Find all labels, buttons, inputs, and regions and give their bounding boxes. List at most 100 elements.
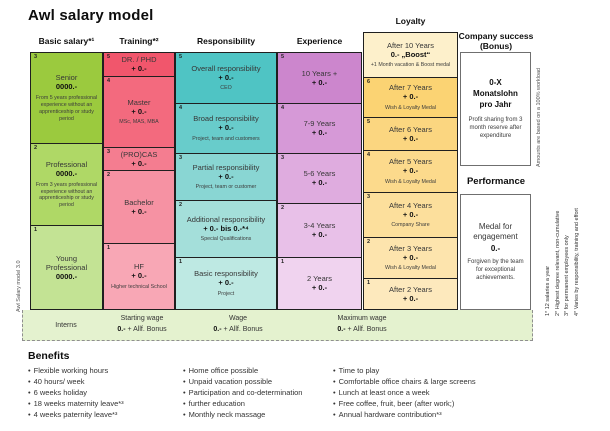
bullet-icon: • [183,376,186,386]
cell-level-number: 5 [367,119,371,125]
cell-title: After 6 Years [389,124,432,134]
salary-cell-responsibility-5: 5 Overall responsibility + 0.- CEO [176,53,276,104]
performance-title: Medal for engagement [473,221,518,242]
cell-title: Additional responsibility [186,214,266,224]
column-header-experience: Experience [296,36,343,46]
bullet-icon: • [183,398,186,408]
cell-level-number: 1 [179,259,183,265]
benefit-item-label: Time to play [338,366,380,375]
benefit-item-label: Home office possible [188,366,259,375]
benefit-item-label: 6 weeks holiday [33,387,88,397]
cell-amount: + 0.- [218,278,234,288]
wage-band-value: 0.- + Allf. Bonus [213,324,262,335]
cell-subtitle: Higher technical School [111,283,167,290]
cell-title: Master [127,97,151,107]
cell-title: Senior [55,73,78,83]
benefit-item-label: 18 weeks maternity leave*³ [33,398,124,408]
cell-level-number: 4 [367,152,371,158]
salary-cell-experience-5: 5 10 Years + + 0.- [278,53,361,104]
benefit-item: • Time to play [333,366,476,377]
bullet-icon: • [28,387,31,397]
salary-cell-loyalty-3: 3 After 4 Years + 0.- Company Share [364,193,457,238]
cell-subtitle: From 5 years professional experience wit… [35,95,98,122]
wage-band-value: 0.- + Allf. Bonus [337,324,386,335]
salary-cell-experience-4: 4 7-9 Years + 0.- [278,104,361,154]
company-success-box: 0-X Monatslohn pro Jahr Profit sharing f… [460,52,531,166]
cell-amount: + 0.- [311,230,328,240]
cell-level-number: 3 [179,155,183,161]
salary-cell-responsibility-4: 4 Broad responsibility + 0.- Project, team … [176,104,276,154]
cell-amount: + 0.- [218,171,234,181]
benefit-item: • 18 weeks maternity leave*³ [28,399,124,410]
benefit-item-label: Free coffee, fruit, beer (after work;) [338,398,455,408]
cell-level-number: 3 [34,54,38,60]
benefit-item-label: Unpaid vacation possible [188,376,273,386]
salary-cell-responsibility-1: 1 Basic responsibility + 0.- Project [176,258,276,309]
column-experience: 5 10 Years + + 0.- 4 7-9 Years + 0.- 3 5-6 Year… [277,52,362,310]
footnote-3: 3* for permanent employees only [564,235,570,316]
cell-amount: + 0.- [218,123,234,133]
cell-title: Partial responsibility [192,162,260,172]
column-training: 5 DR. / PHD + 0.- 4 Master + 0.- MSc, MAS, MBA… [103,52,175,310]
salary-cell-training-1: 1 HF + 0.- Higher technical School [104,244,174,309]
cell-subtitle: Wish & Loyalty Medal [385,104,436,111]
bullet-icon: • [28,376,31,386]
wage-band-suffix: + Allf. Bonus [221,326,263,334]
wage-band-amount: 0.- [213,326,222,334]
column-header-basic-salary: Basic salary*¹ [38,36,95,46]
cell-level-number: 2 [367,239,371,245]
cell-title: After 4 Years [389,200,432,210]
cell-title: Young Professional [45,253,88,272]
column-header-loyalty: Loyalty [395,16,426,26]
wage-band-item-maximum-wage: Maximum wage 0.- + Allf. Bonus [337,313,386,335]
cell-title: 7-9 Years [303,119,336,129]
cell-level-number: 2 [281,205,285,211]
cell-subtitle: Project [217,290,235,297]
cell-title: After 5 Years [389,157,432,167]
benefit-item: • Monthly neck massage [183,410,302,421]
wage-band-label: Wage [228,315,248,322]
performance-box: Medal for engagement 0.- Forgiven by the… [460,194,531,310]
bullet-icon: • [28,409,31,419]
salary-cell-loyalty-4: 4 After 5 Years + 0.- Wish & Loyalty Medal [364,151,457,193]
footnote-1: 1* 12 salaries a year [545,265,551,316]
wage-band [22,310,533,341]
cell-amount: + 0.- [131,206,147,216]
benefit-item-label: Monthly neck massage [188,409,266,419]
cell-title: 10 Years + [301,68,338,78]
column-responsibility: 5 Overall responsibility + 0.- CEO 4 Broad re… [175,52,277,310]
performance-header: Performance [466,176,526,187]
benefit-item: • further education [183,399,302,410]
cell-amount: + 0.- [402,166,419,176]
wage-band-label: Starting wage [120,315,164,322]
bullet-icon: • [28,398,31,408]
benefits-header: Benefits [28,350,70,362]
benefit-item: • Flexible working hours [28,366,124,377]
benefits-list-1: • Flexible working hours • 40 hours/ week • 6… [28,366,124,420]
cell-amount: + 0.- [131,64,147,74]
footnote-4: 4* Varies by responsibility, training an… [574,208,580,316]
cell-amount: + 0.- [311,77,328,87]
cell-title: Overall responsibility [191,63,261,73]
cell-title: After 7 Years [389,83,432,93]
cell-level-number: 1 [107,245,111,251]
cell-title: After 2 Years [389,284,432,294]
cell-level-number: 5 [107,54,111,60]
salary-cell-loyalty-5: 5 After 6 Years + 0.- [364,118,457,151]
cell-amount: + 0.- [402,133,419,143]
cell-title: 3-4 Years [303,221,336,231]
cell-amount: + 0.- [402,209,419,219]
cell-title: Bachelor [124,197,154,207]
cell-title: HF [134,262,144,272]
wage-band-item-wage: Wage 0.- + Allf. Bonus [213,313,262,335]
performance-amount: 0.- [490,244,501,254]
salary-cell-experience-1: 1 2 Years + 0.- [278,258,361,309]
cell-level-number: 4 [281,105,285,111]
bullet-icon: • [333,398,336,408]
cell-level-number: 2 [107,172,111,178]
wage-band-value: 0.- + Allf. Bonus [117,324,166,335]
benefit-item: • Free coffee, fruit, beer (after work;) [333,399,476,410]
cell-subtitle: Special Qualifications [200,236,252,243]
salary-cell-loyalty-1: 1 After 2 Years + 0.- [364,279,457,309]
cell-level-number: 3 [281,155,285,161]
